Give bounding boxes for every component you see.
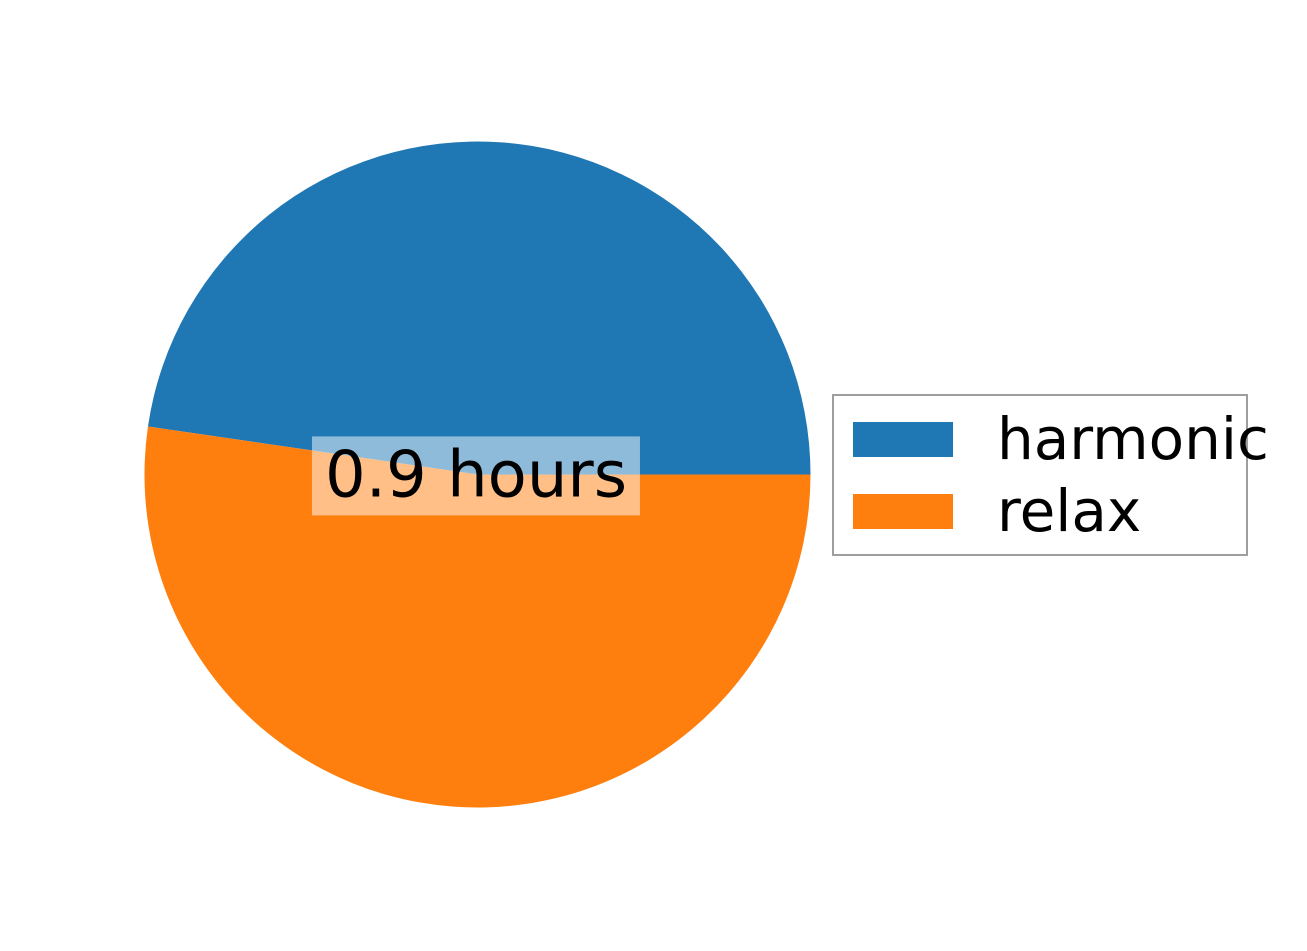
legend-label-harmonic: harmonic bbox=[997, 405, 1269, 473]
legend-row-relax: relax bbox=[853, 475, 1246, 547]
pie-center-label: 0.9 hours bbox=[311, 436, 641, 516]
legend-swatch bbox=[853, 493, 953, 529]
legend-row-harmonic: harmonic bbox=[853, 403, 1269, 475]
pie-slice-relax bbox=[144, 426, 811, 808]
legend-swatch bbox=[853, 421, 953, 457]
legend-label-relax: relax bbox=[997, 477, 1142, 545]
legend: harmonic relax bbox=[832, 394, 1269, 556]
pie-slice-harmonic bbox=[147, 141, 811, 475]
